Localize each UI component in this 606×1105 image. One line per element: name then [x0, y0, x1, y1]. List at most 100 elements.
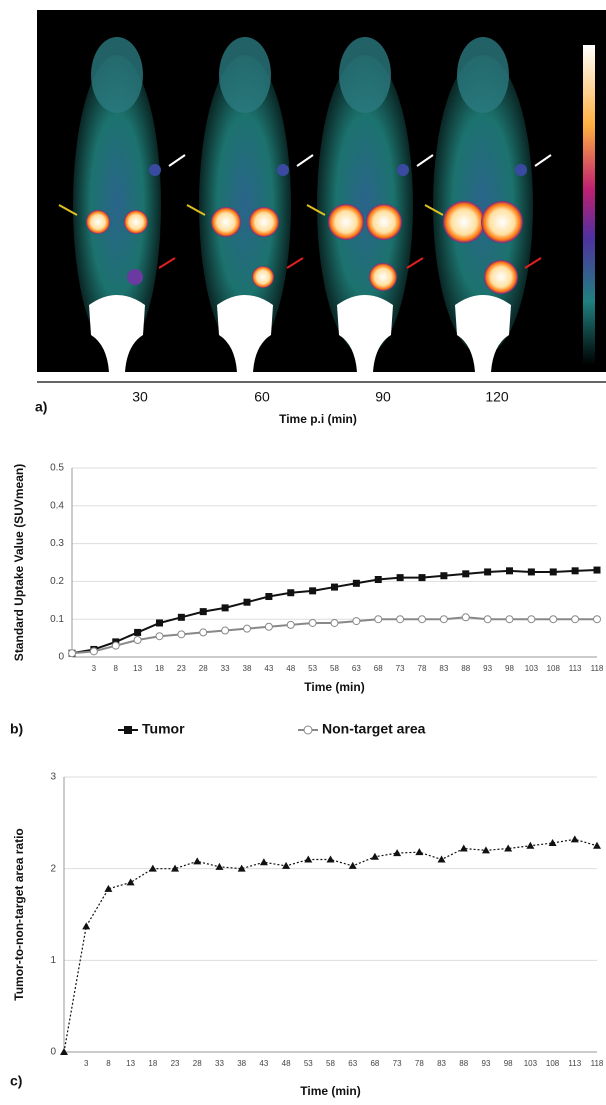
marker	[549, 615, 558, 624]
marker	[155, 632, 164, 641]
x-tick-label: 98	[505, 664, 514, 673]
x-tick-label: 8	[114, 664, 119, 673]
marker	[148, 864, 157, 872]
time-label: 60	[254, 389, 270, 405]
arrow	[424, 204, 444, 216]
kidney	[249, 207, 279, 237]
arrow	[306, 204, 326, 216]
x-tick-label: 38	[237, 1059, 246, 1068]
x-tick-label: 18	[155, 664, 164, 673]
marker	[593, 566, 601, 574]
marker	[171, 864, 180, 872]
marker	[505, 615, 514, 624]
marker	[82, 922, 91, 930]
marker	[60, 1048, 68, 1055]
x-tick-label: 13	[126, 1059, 135, 1068]
x-tick-label: 118	[591, 664, 604, 673]
x-tick-label: 93	[482, 1059, 491, 1068]
arrow	[534, 154, 552, 167]
marker	[548, 839, 557, 846]
marker	[287, 589, 295, 597]
marker	[374, 615, 383, 624]
kidney	[211, 207, 241, 237]
marker	[396, 615, 405, 624]
marker	[459, 844, 468, 852]
x-tick-label: 58	[330, 664, 339, 673]
arrow	[406, 257, 424, 269]
tumor-spot	[149, 164, 161, 176]
bladder-blob	[252, 266, 274, 288]
x-tick-label: 28	[199, 664, 208, 673]
x-tick-label: 3	[92, 664, 97, 673]
x-tick-label: 68	[370, 1059, 379, 1068]
x-tick-label: 108	[546, 1059, 560, 1068]
x-axis-label: Time (min)	[304, 680, 364, 694]
color-bar	[583, 45, 595, 365]
marker	[309, 587, 317, 595]
y-axis-label: Standard Uptake Value (SUVmean)	[12, 464, 26, 661]
x-tick-label: 98	[504, 1059, 513, 1068]
marker	[571, 567, 579, 575]
tumor-spot	[515, 164, 527, 176]
panel-label: b)	[10, 721, 23, 737]
marker	[134, 628, 142, 636]
marker	[593, 615, 601, 624]
marker	[527, 568, 535, 576]
legend-marker	[124, 726, 132, 734]
y-tick-label: 0.1	[50, 614, 64, 625]
marker	[549, 568, 557, 576]
x-axis-label: Time (min)	[300, 1084, 360, 1098]
marker	[462, 570, 470, 578]
arrow	[286, 257, 304, 269]
marker	[330, 618, 339, 627]
x-tick-label: 103	[524, 1059, 538, 1068]
x-tick-label: 18	[148, 1059, 157, 1068]
marker	[221, 626, 230, 635]
tumor-spot	[397, 164, 409, 176]
marker	[237, 864, 246, 872]
x-tick-label: 13	[133, 664, 142, 673]
marker	[286, 620, 295, 629]
axis-label: Time p.i (min)	[279, 412, 357, 426]
x-tick-label: 33	[215, 1059, 224, 1068]
bladder-blob	[369, 263, 397, 291]
x-tick-label: 23	[177, 664, 186, 673]
x-tick-label: 118	[591, 1059, 604, 1068]
marker	[483, 615, 492, 624]
marker	[243, 598, 251, 606]
marker	[506, 567, 513, 575]
marker	[484, 568, 492, 576]
x-tick-label: 53	[308, 664, 317, 673]
rat-head	[219, 37, 271, 113]
series-line	[71, 569, 598, 655]
marker	[418, 615, 426, 624]
x-tick-label: 3	[84, 1059, 89, 1068]
marker	[418, 574, 426, 582]
x-tick-label: 78	[418, 664, 427, 673]
legend-label: Tumor	[142, 721, 185, 737]
rat-head	[339, 37, 391, 113]
arrow	[168, 154, 186, 167]
bladder	[217, 295, 273, 372]
kidney	[481, 201, 523, 243]
x-tick-label: 28	[193, 1059, 202, 1068]
marker	[352, 617, 361, 626]
x-tick-label: 53	[304, 1059, 313, 1068]
x-tick-label: 88	[459, 1059, 468, 1068]
marker	[504, 844, 513, 852]
arrow	[296, 154, 314, 167]
marker	[68, 649, 76, 658]
arrow	[416, 154, 434, 167]
y-tick-label: 0	[50, 1047, 56, 1058]
marker	[593, 841, 601, 849]
arrow	[58, 204, 78, 216]
marker	[199, 628, 208, 637]
marker	[89, 647, 98, 656]
marker	[156, 619, 163, 627]
marker	[526, 841, 535, 849]
marker	[193, 857, 202, 865]
x-tick-label: 108	[547, 664, 561, 673]
marker	[437, 855, 446, 863]
bladder	[89, 295, 145, 372]
